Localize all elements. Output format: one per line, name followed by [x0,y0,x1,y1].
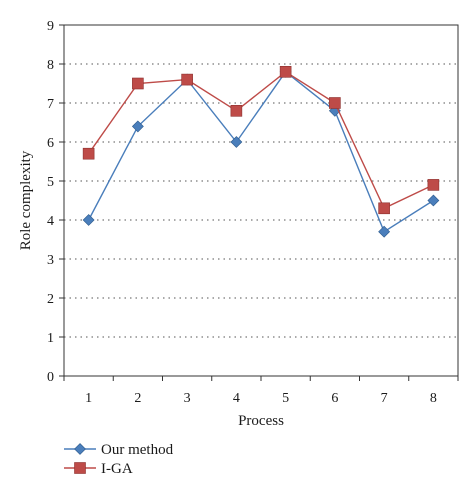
data-point [378,202,390,215]
y-tick-label: 1 [47,331,54,346]
legend: Our method I-GA [64,442,174,477]
series-line [88,70,434,233]
x-tick-label: 6 [331,391,338,406]
x-axis-ticks: 1 2 3 4 5 6 7 8 [63,376,459,406]
legend-entry: I-GA [64,461,133,477]
data-point [82,214,95,226]
data-point [230,136,243,148]
y-tick-label: 4 [47,214,54,229]
x-axis-title: Process [238,413,284,429]
series-1 [82,66,440,215]
legend-entry: Our method [64,442,174,458]
x-tick-label: 5 [282,391,289,406]
data-point [427,194,440,207]
plot-area-frame [63,24,459,377]
x-tick-label: 2 [134,391,141,406]
data-point [132,77,144,90]
data-point [329,97,341,109]
x-tick-label: 1 [85,391,92,406]
data-point [82,147,95,160]
data-point [279,66,292,78]
x-tick-label: 4 [233,391,240,406]
y-tick-label: 2 [47,292,54,307]
y-tick-label: 7 [47,97,54,112]
data-point [378,225,391,238]
y-tick-label: 9 [47,19,54,34]
legend-marker [74,462,86,474]
series-line [88,70,434,210]
y-tick-label: 5 [47,175,54,190]
data-point [181,73,193,86]
data-point [427,179,440,191]
x-tick-label: 8 [430,391,437,406]
legend-label: I-GA [101,461,133,477]
data-point [131,120,144,133]
legend-label: Our method [101,442,174,458]
x-tick-label: 3 [184,391,191,406]
y-tick-label: 8 [47,58,54,73]
y-tick-label: 6 [47,136,54,151]
y-axis-title: Role complexity [18,150,34,250]
y-axis-ticks: 0 1 2 3 4 5 6 7 8 9 [47,19,64,385]
y-tick-label: 0 [47,370,54,385]
legend-marker [74,443,86,455]
y-tick-label: 3 [47,253,54,268]
series-group [82,65,440,238]
data-point [230,105,243,117]
x-tick-label: 7 [381,391,388,406]
